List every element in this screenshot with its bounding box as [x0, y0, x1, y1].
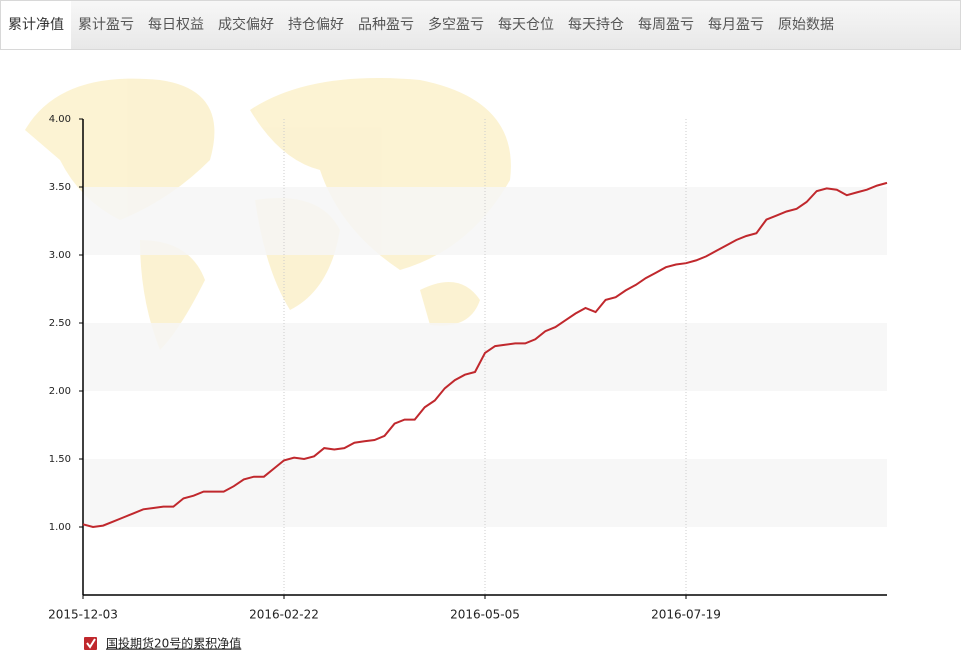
tab[interactable]: 每天仓位: [498, 17, 554, 33]
tab[interactable]: 每周盈亏: [638, 17, 694, 33]
tab[interactable]: 每日权益: [148, 17, 204, 33]
x-tick-label: 2016-02-22: [249, 608, 319, 622]
y-tick-label: 2.00: [49, 386, 71, 397]
chart: 国投期货20号的累积净值 1.00 1.50 2.00 2.50 3.00 3.50 4.0…: [25, 78, 888, 651]
tab[interactable]: 原始数据: [778, 17, 834, 33]
tab[interactable]: 每天持仓: [568, 17, 624, 33]
tab[interactable]: 持仓偏好: [288, 17, 344, 33]
line-series: [82, 181, 888, 529]
y-tick-label: 3.00: [49, 250, 71, 261]
tab-bar: 累计净值 累计盈亏 每日权益 成交偏好 持仓偏好 品种盈亏 多空盈亏 每天仓位 每天持仓 每周盈亏…: [0, 0, 961, 50]
x-tick-label: 2016-05-05: [450, 608, 520, 622]
legend-check: [86, 638, 96, 649]
x-tick-label: 2016-07-19: [651, 608, 721, 622]
tab[interactable]: 成交偏好: [218, 17, 274, 33]
tab[interactable]: 累计盈亏: [78, 17, 134, 33]
band: [83, 459, 887, 527]
y-tick-label: 1.00: [49, 522, 71, 533]
y-tick-label: 4.00: [49, 114, 71, 125]
y-tick-label: 3.50: [49, 182, 71, 193]
tab[interactable]: 品种盈亏: [358, 17, 414, 33]
y-tick-label: 1.50: [49, 454, 71, 465]
tab[interactable]: 多空盈亏: [428, 17, 484, 33]
x-tick-label: 2015-12-03: [48, 608, 118, 622]
tab[interactable]: 累计净值: [1, 1, 71, 49]
legend-text: 国投期货20号的累积净值: [106, 636, 241, 651]
y-tick-label: 2.50: [49, 318, 71, 329]
tab[interactable]: 每月盈亏: [708, 17, 764, 33]
